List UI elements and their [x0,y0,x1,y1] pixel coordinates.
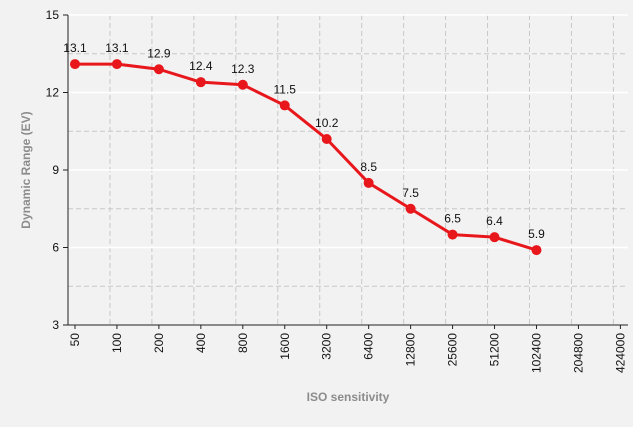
y-tick-label: 9 [52,163,59,177]
y-tick-label: 3 [52,318,59,332]
data-point [363,177,374,188]
data-label: 10.2 [315,116,339,130]
x-tick-label: 200 [152,333,166,353]
data-point [153,64,164,75]
data-point [321,134,332,144]
x-tick-label: 204800 [571,333,585,373]
y-tick-label: 12 [46,86,60,100]
data-point [279,100,290,111]
series-line [74,62,537,252]
data-point [489,232,500,243]
x-tick-label: 25600 [446,333,460,367]
data-label: 11.5 [274,82,297,96]
data-label: 13.1 [63,41,87,55]
y-axis-title: Dynamic Range (EV) [19,111,33,228]
data-point [531,245,542,256]
data-label: 5.9 [528,227,545,241]
data-label: 7.5 [402,186,419,200]
label-layer: 13.1 13.1 12.9 12.4 12.3 11.5 10.2 8.5 7.5 6.5 6.4… [63,41,545,241]
data-point [237,79,248,90]
grid-layer [67,14,628,325]
data-label: 8.5 [360,160,377,174]
data-point [405,203,416,214]
x-axis-title: ISO sensitivity [307,390,390,404]
x-tick-label: 12800 [404,333,418,367]
data-label: 6.4 [486,214,503,228]
data-label: 12.4 [189,59,213,73]
axis-layer: 3 6 9 12 15 50 100 200 400 800 1600 3200 6400 12800 25… [46,8,628,373]
data-point [69,59,80,70]
x-tick-label: 1600 [278,333,292,360]
y-tick-label: 6 [52,241,59,255]
x-tick-label: 424000 [613,333,627,373]
data-label: 13.1 [105,41,129,55]
x-tick-label: 102400 [529,333,543,373]
data-point [111,59,122,70]
x-tick-label: 50 [68,333,82,347]
x-tick-label: 3200 [320,333,334,360]
series-layer [69,59,542,256]
x-tick-label: 51200 [488,333,502,367]
data-point [195,77,206,88]
x-tick-label: 800 [236,333,250,353]
data-label: 6.5 [444,212,461,226]
x-tick-label: 6400 [362,333,376,360]
data-label: 12.9 [147,46,171,60]
x-tick-label: 400 [194,333,208,353]
data-label: 12.3 [231,62,255,76]
x-tick-label: 100 [110,333,124,353]
data-point [447,229,458,240]
y-tick-label: 15 [46,8,60,22]
